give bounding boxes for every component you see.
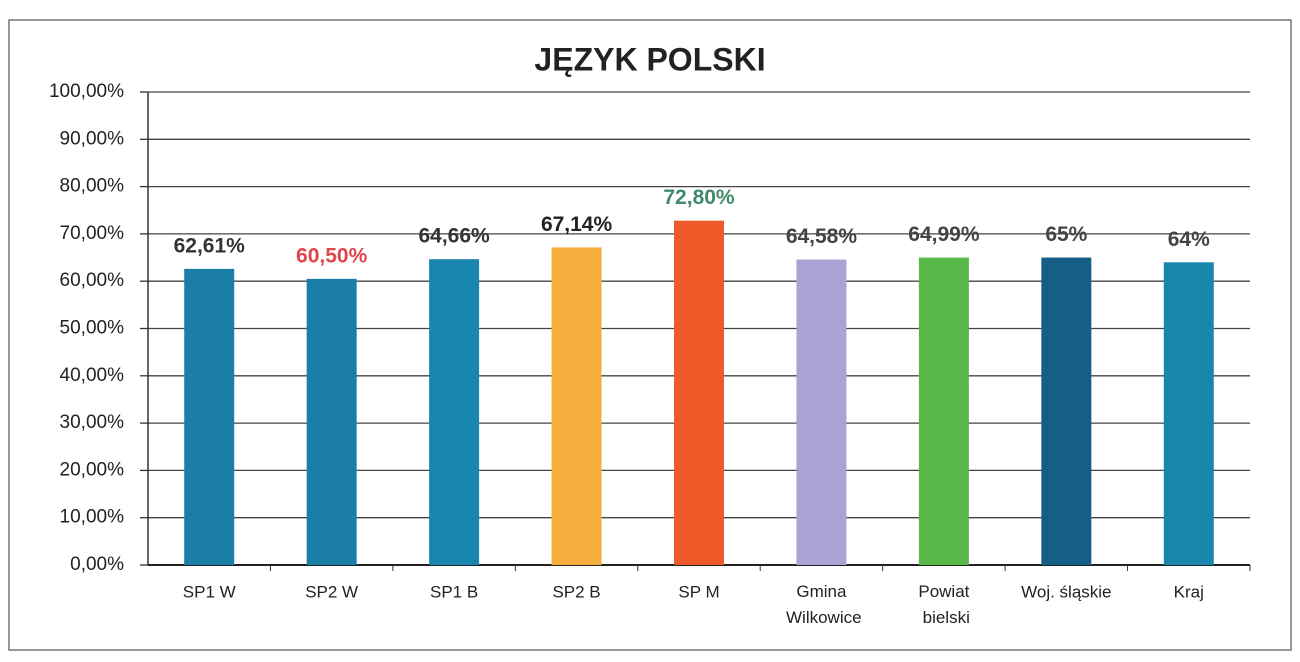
data-label: 60,50%	[296, 244, 368, 267]
x-tick-label: SP2 B	[552, 582, 600, 601]
y-tick-label: 40,00%	[60, 365, 125, 386]
bar	[796, 259, 847, 565]
bar	[674, 220, 724, 565]
y-tick-label: 80,00%	[60, 176, 125, 197]
bar	[306, 278, 357, 565]
chart-title: JĘZYK POLSKI	[534, 41, 765, 77]
data-label: 64,99%	[908, 223, 980, 246]
y-tick-label: 50,00%	[60, 318, 125, 339]
x-tick-label: SP1 B	[430, 582, 478, 601]
x-tick-label: Kraj	[1174, 582, 1204, 601]
y-tick-label: 30,00%	[60, 412, 125, 433]
x-tick-label: SP1 W	[183, 582, 236, 601]
data-label: 62,61%	[174, 234, 246, 257]
y-tick-label: 70,00%	[60, 223, 125, 244]
x-tick-label: SP2 W	[305, 582, 358, 601]
data-label: 65%	[1045, 223, 1087, 246]
y-tick-label: 60,00%	[60, 270, 125, 291]
x-tick-label: Woj. śląskie	[1021, 582, 1111, 601]
x-tick-label: Gmina Wilkowice	[781, 582, 861, 627]
bar	[184, 268, 235, 565]
bar	[1041, 257, 1092, 565]
y-tick-label: 100,00%	[49, 81, 124, 102]
data-label: 64,66%	[418, 225, 490, 248]
bar	[429, 259, 480, 565]
y-tick-label: 10,00%	[60, 507, 125, 528]
data-label: 67,14%	[541, 213, 613, 236]
data-label: 64,58%	[786, 225, 858, 248]
y-tick-label: 90,00%	[60, 128, 125, 149]
bar	[551, 247, 602, 565]
x-tick-label: Powiat bielski	[918, 582, 970, 627]
bar	[1163, 262, 1214, 565]
x-tick-label: SP M	[678, 582, 719, 601]
data-label: 64%	[1168, 228, 1210, 251]
bar	[918, 257, 969, 565]
y-tick-label: 20,00%	[60, 459, 125, 480]
y-tick-label: 0,00%	[70, 554, 124, 575]
data-label: 72,80%	[663, 186, 735, 209]
